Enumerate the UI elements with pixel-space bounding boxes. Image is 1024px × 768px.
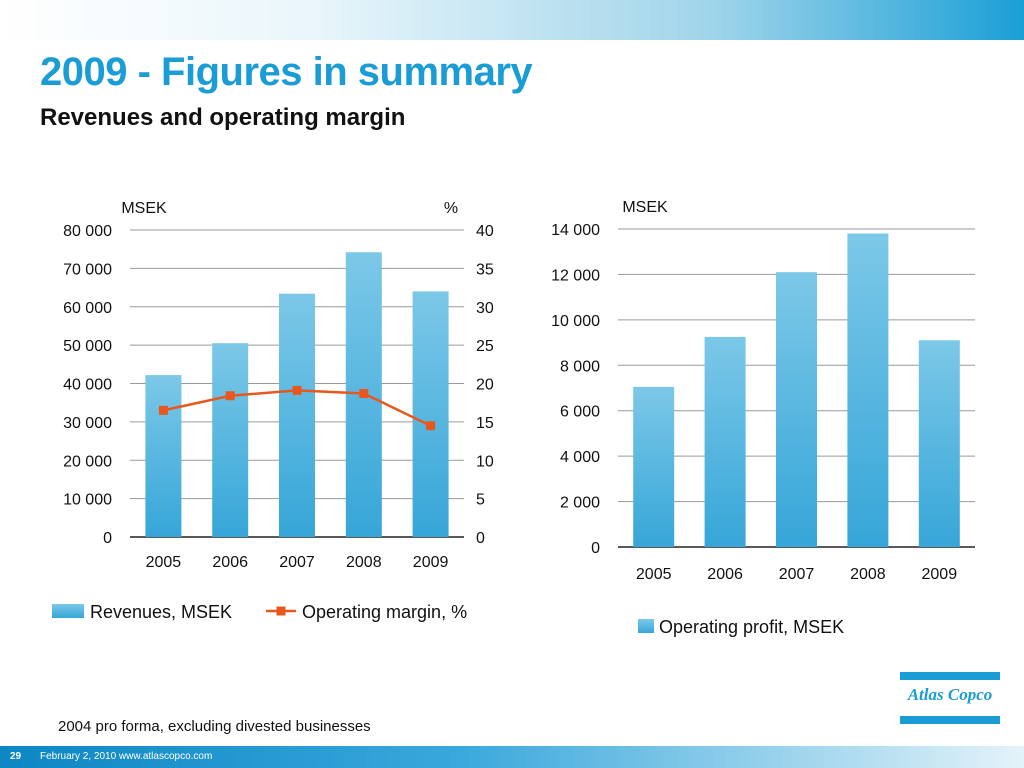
y-right-tick-label: 25: [476, 338, 494, 355]
y-left-tick-label: 30 000: [63, 415, 112, 432]
y-right-tick-label: 20: [476, 377, 494, 394]
y-tick-label: 14 000: [551, 222, 600, 239]
y-tick-label: 0: [591, 540, 600, 557]
operating-profit-bar: [704, 336, 746, 547]
revenue-bar: [279, 293, 315, 537]
legend-swatch-revenues: [52, 604, 84, 618]
slide-subtitle: Revenues and operating margin: [40, 104, 406, 131]
y-left-tick-label: 10 000: [63, 492, 112, 509]
legend-swatch-operating-profit: [638, 619, 654, 633]
y-left-axis-label: MSEK: [121, 200, 167, 217]
operating-margin-point: [158, 405, 168, 415]
y-left-tick-label: 0: [103, 530, 112, 547]
y-left-tick-label: 70 000: [63, 261, 112, 278]
operating-profit-bar: [633, 386, 675, 547]
footer-bar: 29 February 2, 2010 www.atlascopco.com: [0, 746, 1024, 768]
revenues-margin-chart: 0 10 000 20 000 30 000 40 000 50 000 60 000 70 …: [52, 200, 494, 622]
x-tick-label: 2007: [779, 566, 815, 583]
y-right-tick-label: 5: [476, 492, 485, 509]
footnote: 2004 pro forma, excluding divested busin…: [58, 718, 371, 735]
y-right-tick-label: 40: [476, 223, 494, 240]
x-tick-label: 2008: [346, 554, 382, 571]
legend-swatch-margin-marker: [276, 606, 286, 616]
charts-canvas: 0 10 000 20 000 30 000 40 000 50 000 60 000 70 …: [52, 199, 975, 637]
operating-profit-bar: [918, 340, 960, 547]
operating-margin-point: [426, 421, 436, 431]
y-right-axis-label: %: [444, 200, 458, 217]
x-tick-label: 2006: [707, 566, 743, 583]
x-tick-label: 2005: [146, 554, 182, 571]
slide-title: 2009 - Figures in summary: [40, 50, 533, 94]
operating-margin-point: [359, 388, 369, 398]
operating-margin-point: [292, 385, 302, 395]
revenue-bar: [412, 291, 449, 537]
logo-text: Atlas Copco: [907, 685, 993, 704]
logo-stripe-bottom: [900, 716, 1000, 724]
operating-profit-bar: [847, 233, 889, 548]
y-left-tick-label: 20 000: [63, 453, 112, 470]
y-left-tick-label: 80 000: [63, 223, 112, 240]
x-tick-label: 2009: [413, 554, 449, 571]
y-left-tick-label: 40 000: [63, 377, 112, 394]
y-left-tick-label: 50 000: [63, 338, 112, 355]
atlas-copco-logo: Atlas Copco: [900, 672, 1000, 728]
y-left-tick-label: 60 000: [63, 300, 112, 317]
operating-profit-bar: [776, 272, 817, 547]
footer-text: February 2, 2010 www.atlascopco.com: [40, 751, 213, 762]
y-tick-label: 8 000: [560, 358, 600, 375]
operating-margin-point: [225, 391, 235, 401]
y-tick-label: 12 000: [551, 267, 600, 284]
revenue-bar: [212, 343, 249, 537]
y-tick-label: 4 000: [560, 449, 600, 466]
x-tick-label: 2005: [636, 566, 672, 583]
page-number: 29: [10, 751, 22, 762]
y-right-tick-label: 35: [476, 261, 494, 278]
revenue-bar: [145, 375, 182, 537]
x-tick-label: 2006: [212, 554, 248, 571]
y-right-tick-label: 15: [476, 415, 494, 432]
y-right-tick-label: 30: [476, 300, 494, 317]
x-tick-label: 2008: [850, 566, 886, 583]
x-tick-label: 2009: [922, 566, 958, 583]
legend-label-margin: Operating margin, %: [302, 602, 467, 622]
y-tick-label: 10 000: [551, 313, 600, 330]
y-tick-label: 2 000: [560, 495, 600, 512]
y-axis-label: MSEK: [622, 199, 668, 216]
legend-label-revenues: Revenues, MSEK: [90, 602, 232, 622]
logo-stripe-top: [900, 672, 1000, 680]
y-right-tick-label: 0: [476, 530, 485, 547]
legend-label-operating-profit: Operating profit, MSEK: [659, 617, 844, 637]
operating-profit-chart: 0 2 000 4 000 6 000 8 000 10 000 12 000 14 000 M…: [551, 199, 975, 637]
x-tick-label: 2007: [279, 554, 315, 571]
y-tick-label: 6 000: [560, 404, 600, 421]
y-right-tick-label: 10: [476, 453, 494, 470]
top-decor-bar: [0, 0, 1024, 40]
